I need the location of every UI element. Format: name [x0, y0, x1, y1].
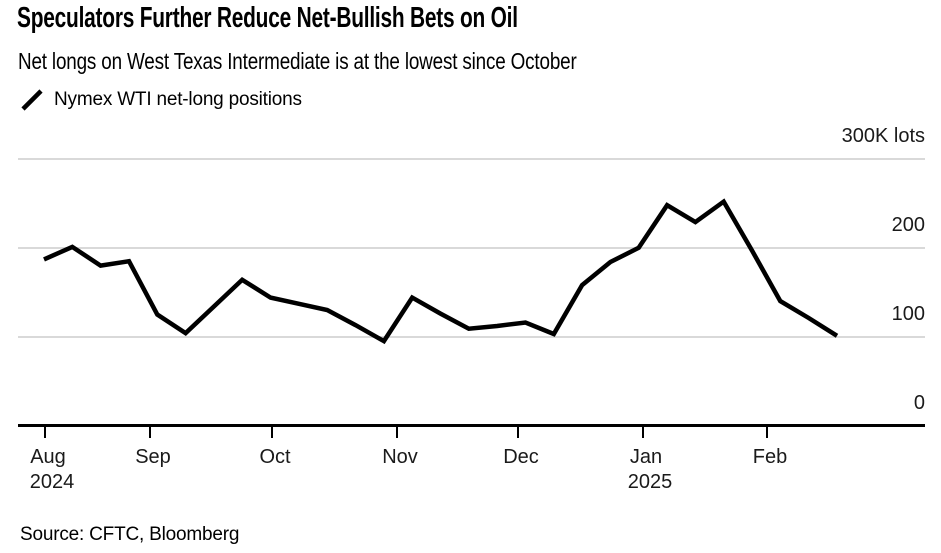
y-tick-label: 100	[891, 302, 925, 325]
line-sample-icon	[21, 89, 43, 111]
x-tick-year-label: 2024	[29, 471, 75, 493]
x-tick-label: Oct	[259, 446, 291, 468]
x-axis-line	[18, 424, 925, 427]
x-axis-tick	[766, 426, 768, 438]
source-attribution: Source: CFTC, Bloomberg	[20, 524, 240, 545]
y-tick-label: 300K lots	[841, 125, 925, 147]
chart-title: Speculators Further Reduce Net-Bullish B…	[17, 2, 518, 34]
x-axis-tick	[517, 426, 519, 438]
gridline	[18, 158, 925, 160]
x-axis-tick	[44, 426, 46, 438]
legend-series-label: Nymex WTI net-long positions	[54, 89, 302, 110]
y-tick-label: 200	[891, 213, 925, 236]
x-tick-label: Jan	[629, 446, 663, 468]
wti-net-long-line	[43, 198, 839, 345]
x-tick-year-label: 2025	[627, 471, 673, 493]
gridline	[18, 335, 925, 338]
x-tick-label: Feb	[752, 446, 788, 468]
y-tick-label: 0	[913, 391, 925, 414]
x-axis-tick	[642, 426, 644, 438]
chart-subtitle: Net longs on West Texas Intermediate is …	[18, 48, 577, 74]
gridline	[18, 246, 925, 249]
legend: Nymex WTI net-long positions	[20, 88, 302, 112]
x-tick-label: Sep	[135, 446, 171, 468]
x-tick-label: Nov	[382, 446, 418, 468]
x-axis-tick	[396, 426, 398, 438]
x-axis-tick	[149, 426, 151, 438]
x-axis-tick	[271, 426, 273, 438]
x-tick-label: Aug	[30, 446, 66, 468]
x-tick-label: Dec	[503, 446, 539, 468]
